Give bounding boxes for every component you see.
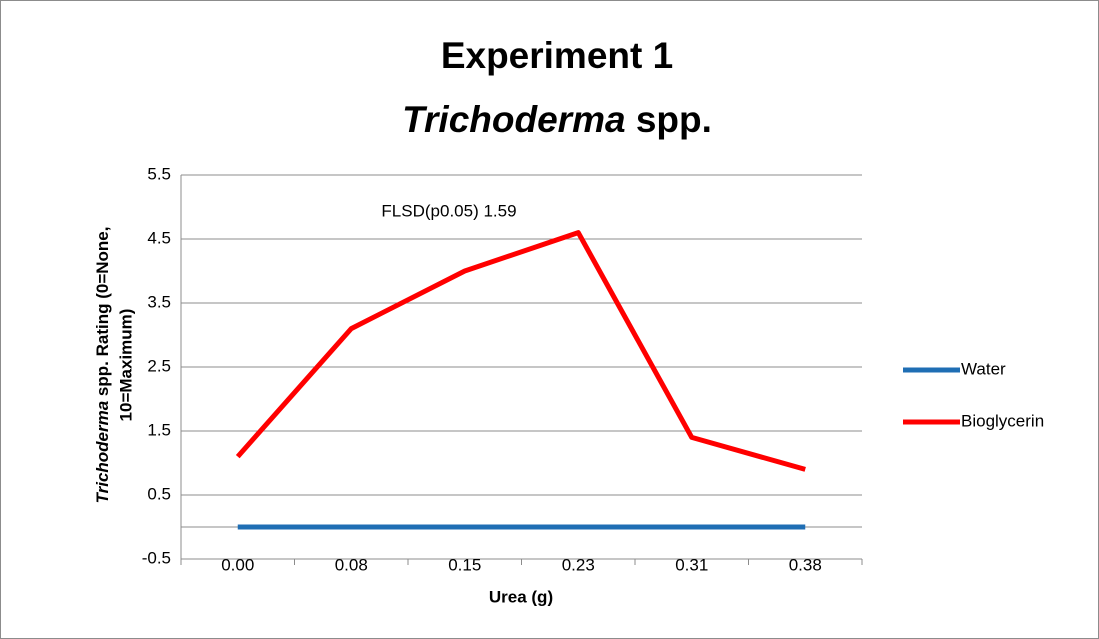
chart-title: Trichoderma spp. [402, 99, 712, 140]
y-tick-label: 0.5 [147, 484, 171, 503]
y-tick-label: 4.5 [147, 228, 171, 247]
title-italic: Trichoderma [402, 99, 625, 140]
y-tick-label: 2.5 [147, 356, 171, 375]
title-text: spp. [626, 99, 712, 140]
x-tick-label: 0.08 [335, 555, 368, 574]
y-label-italic: Trichoderma [93, 401, 112, 504]
y-axis-label: Trichoderma spp. Rating (0=None, [93, 227, 112, 504]
y-tick-label: 5.5 [147, 164, 171, 183]
y-label-text: spp. Rating (0=None, [93, 227, 112, 401]
x-axis-label: Urea (g) [489, 587, 553, 606]
x-tick-label: 0.31 [675, 555, 708, 574]
x-tick-label: 0.38 [789, 555, 822, 574]
series-line [235, 230, 806, 472]
x-tick-label: 0.15 [448, 555, 481, 574]
chart-title: Experiment 1 [441, 35, 673, 76]
x-tick-label: 0.00 [221, 555, 254, 574]
y-tick-label: 1.5 [147, 420, 171, 439]
legend-label: Bioglycerin [961, 411, 1044, 430]
legend-label: Water [961, 359, 1006, 378]
y-tick-label: 3.5 [147, 292, 171, 311]
y-tick-label: -0.5 [142, 548, 171, 567]
annotation: FLSD(p0.05) 1.59 [381, 201, 516, 220]
x-tick-label: 0.23 [562, 555, 595, 574]
y-axis-label: 10=Maximum) [116, 309, 135, 422]
